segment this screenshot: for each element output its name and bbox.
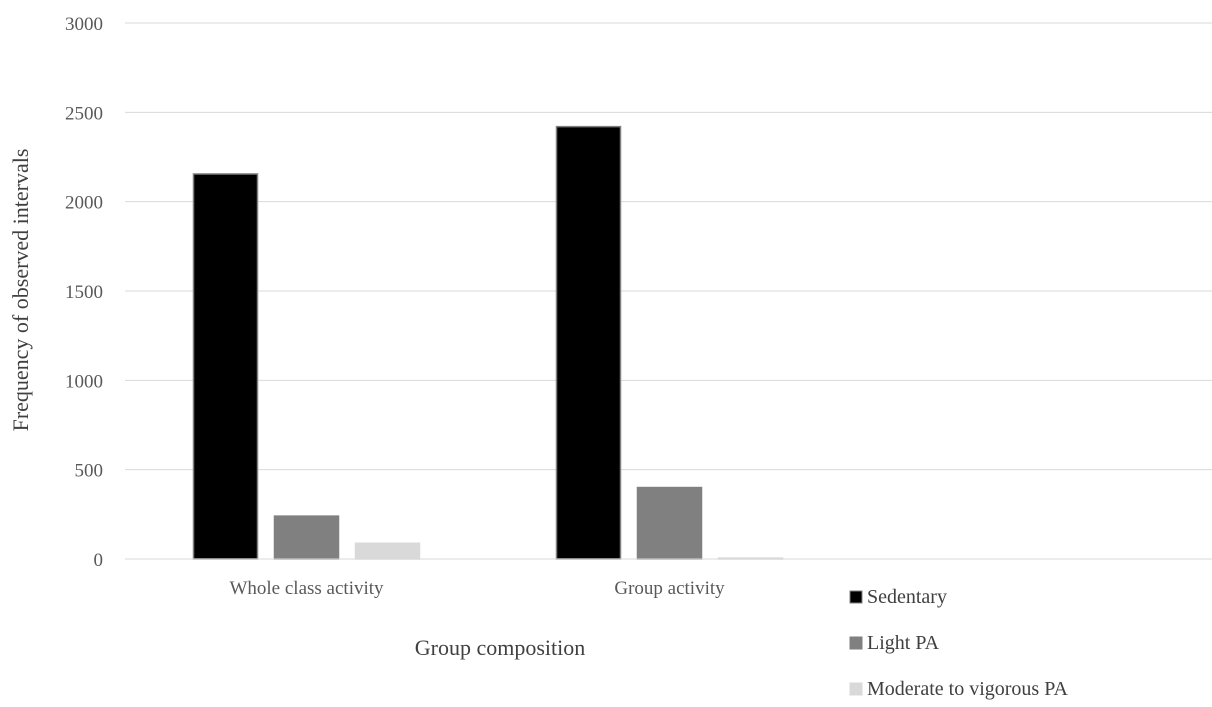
bar-light-pa [636,486,703,560]
legend-swatch [849,636,863,650]
y-axis-tick-labels: 0 500 1000 1500 2000 2500 3000 [65,14,103,571]
y-axis-title: Frequency of observed intervals [8,149,33,432]
legend-label: Moderate to vigorous PA [867,678,1068,700]
x-axis-title: Group composition [415,635,586,660]
bars [192,125,784,560]
y-tick-label: 2000 [65,193,103,214]
bar-light-pa [273,515,340,560]
legend-swatch [849,682,863,696]
legend-label: Sedentary [867,586,947,608]
y-tick-label: 500 [75,461,104,482]
y-tick-label: 3000 [65,14,103,35]
y-tick-label: 0 [94,550,104,571]
legend-label: Light PA [867,632,940,654]
bar-moderate-to-vigorous-pa [354,542,421,560]
x-category-label: Whole class activity [229,578,384,599]
x-category-label: Group activity [614,578,725,599]
legend-swatch [849,590,863,604]
y-tick-label: 2500 [65,103,103,124]
y-tick-label: 1000 [65,371,103,392]
legend: Sedentary Light PA Moderate to vigorous PA [849,586,1068,700]
gridlines [125,22,1212,471]
bar-sedentary [555,125,622,560]
y-tick-label: 1500 [65,282,103,303]
x-axis-category-labels: Whole class activity Group activity [229,578,725,599]
bar-sedentary [192,173,259,560]
